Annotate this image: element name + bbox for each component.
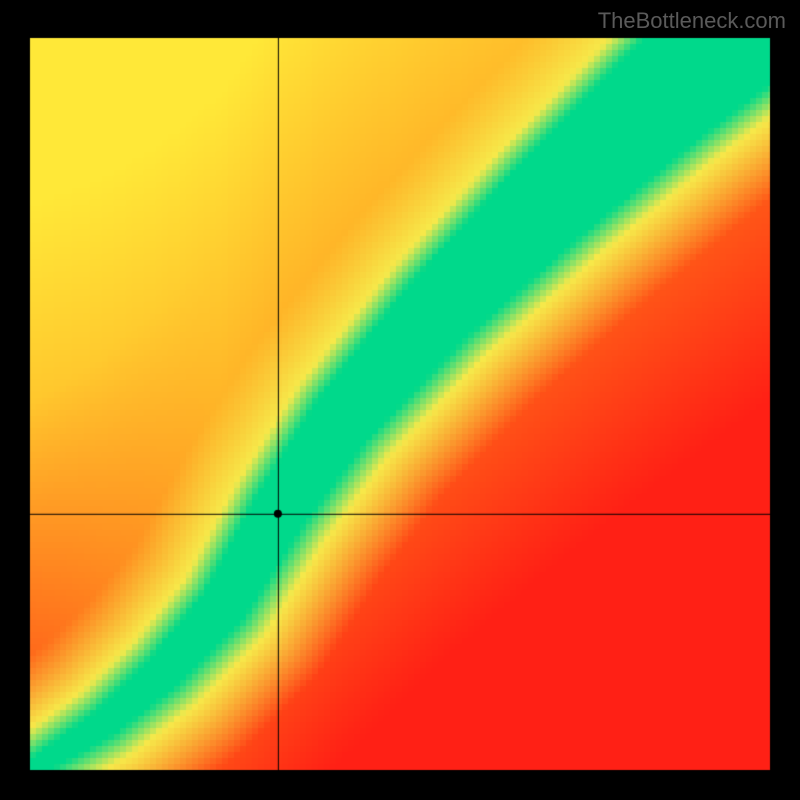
bottleneck-heatmap [0, 0, 800, 800]
watermark-text: TheBottleneck.com [598, 8, 786, 34]
chart-container: TheBottleneck.com [0, 0, 800, 800]
